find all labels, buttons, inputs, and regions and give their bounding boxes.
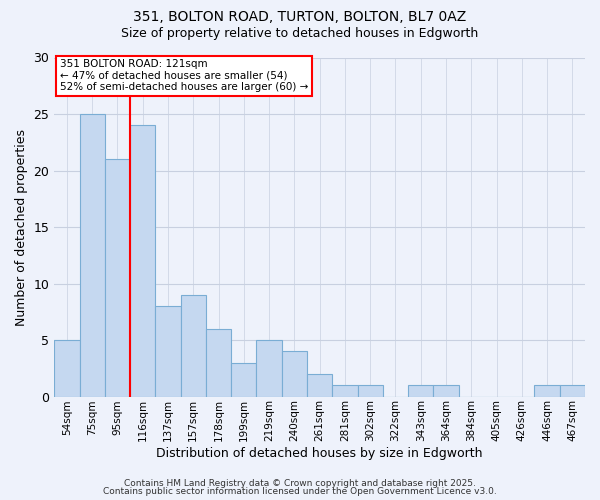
Bar bbox=[433, 385, 458, 396]
Bar bbox=[181, 295, 206, 396]
Bar bbox=[54, 340, 80, 396]
Bar bbox=[130, 126, 155, 396]
Bar bbox=[206, 328, 231, 396]
Text: 351 BOLTON ROAD: 121sqm
← 47% of detached houses are smaller (54)
52% of semi-de: 351 BOLTON ROAD: 121sqm ← 47% of detache… bbox=[59, 59, 308, 92]
Bar bbox=[560, 385, 585, 396]
Text: Contains HM Land Registry data © Crown copyright and database right 2025.: Contains HM Land Registry data © Crown c… bbox=[124, 478, 476, 488]
Bar bbox=[105, 159, 130, 396]
Bar bbox=[231, 362, 256, 396]
Text: Size of property relative to detached houses in Edgworth: Size of property relative to detached ho… bbox=[121, 28, 479, 40]
Bar bbox=[80, 114, 105, 397]
Text: 351, BOLTON ROAD, TURTON, BOLTON, BL7 0AZ: 351, BOLTON ROAD, TURTON, BOLTON, BL7 0A… bbox=[133, 10, 467, 24]
X-axis label: Distribution of detached houses by size in Edgworth: Distribution of detached houses by size … bbox=[157, 447, 483, 460]
Y-axis label: Number of detached properties: Number of detached properties bbox=[15, 128, 28, 326]
Bar bbox=[282, 352, 307, 397]
Text: Contains public sector information licensed under the Open Government Licence v3: Contains public sector information licen… bbox=[103, 487, 497, 496]
Bar bbox=[408, 385, 433, 396]
Bar bbox=[307, 374, 332, 396]
Bar bbox=[535, 385, 560, 396]
Bar bbox=[155, 306, 181, 396]
Bar bbox=[358, 385, 383, 396]
Bar bbox=[256, 340, 282, 396]
Bar bbox=[332, 385, 358, 396]
